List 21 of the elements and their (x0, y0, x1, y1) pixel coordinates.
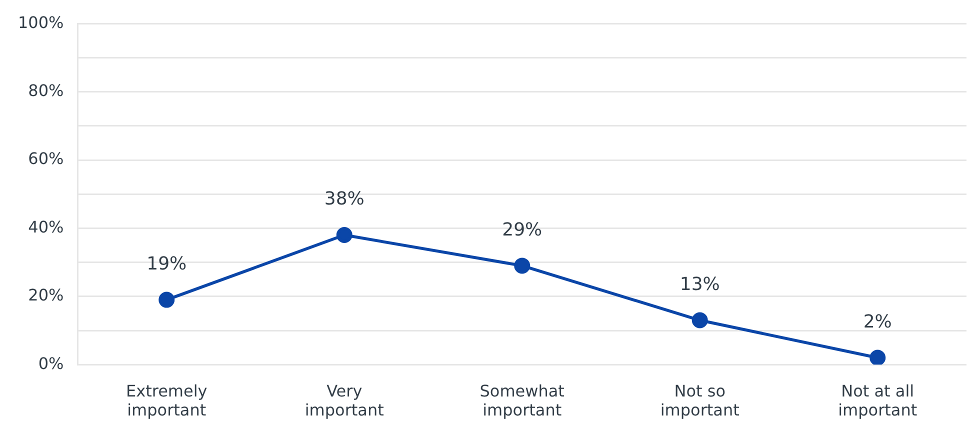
data-label: 19% (146, 253, 187, 274)
x-tick-label: Not so important (660, 381, 740, 420)
point (158, 292, 175, 308)
data-label: 29% (502, 219, 542, 240)
y-tick-label: 80% (28, 80, 64, 100)
data-label: 2% (863, 311, 892, 332)
point (692, 312, 708, 328)
y-tick-label: 20% (28, 286, 64, 305)
x-tick-label: Very important (304, 381, 384, 420)
x-tick-label: Somewhat important (480, 381, 564, 420)
y-tick-label: 40% (28, 217, 64, 236)
data-label: 38% (324, 188, 364, 210)
y-tick-label: 0% (38, 354, 64, 373)
point (336, 227, 352, 244)
data-label: 13% (680, 274, 720, 295)
x-tick-label: Extremely important (126, 381, 208, 420)
y-tick-label: 100% (18, 12, 64, 32)
y-tick-label: 60% (28, 149, 64, 168)
point (870, 350, 886, 365)
point (514, 258, 530, 274)
x-tick-label: Not at all important (838, 381, 918, 420)
